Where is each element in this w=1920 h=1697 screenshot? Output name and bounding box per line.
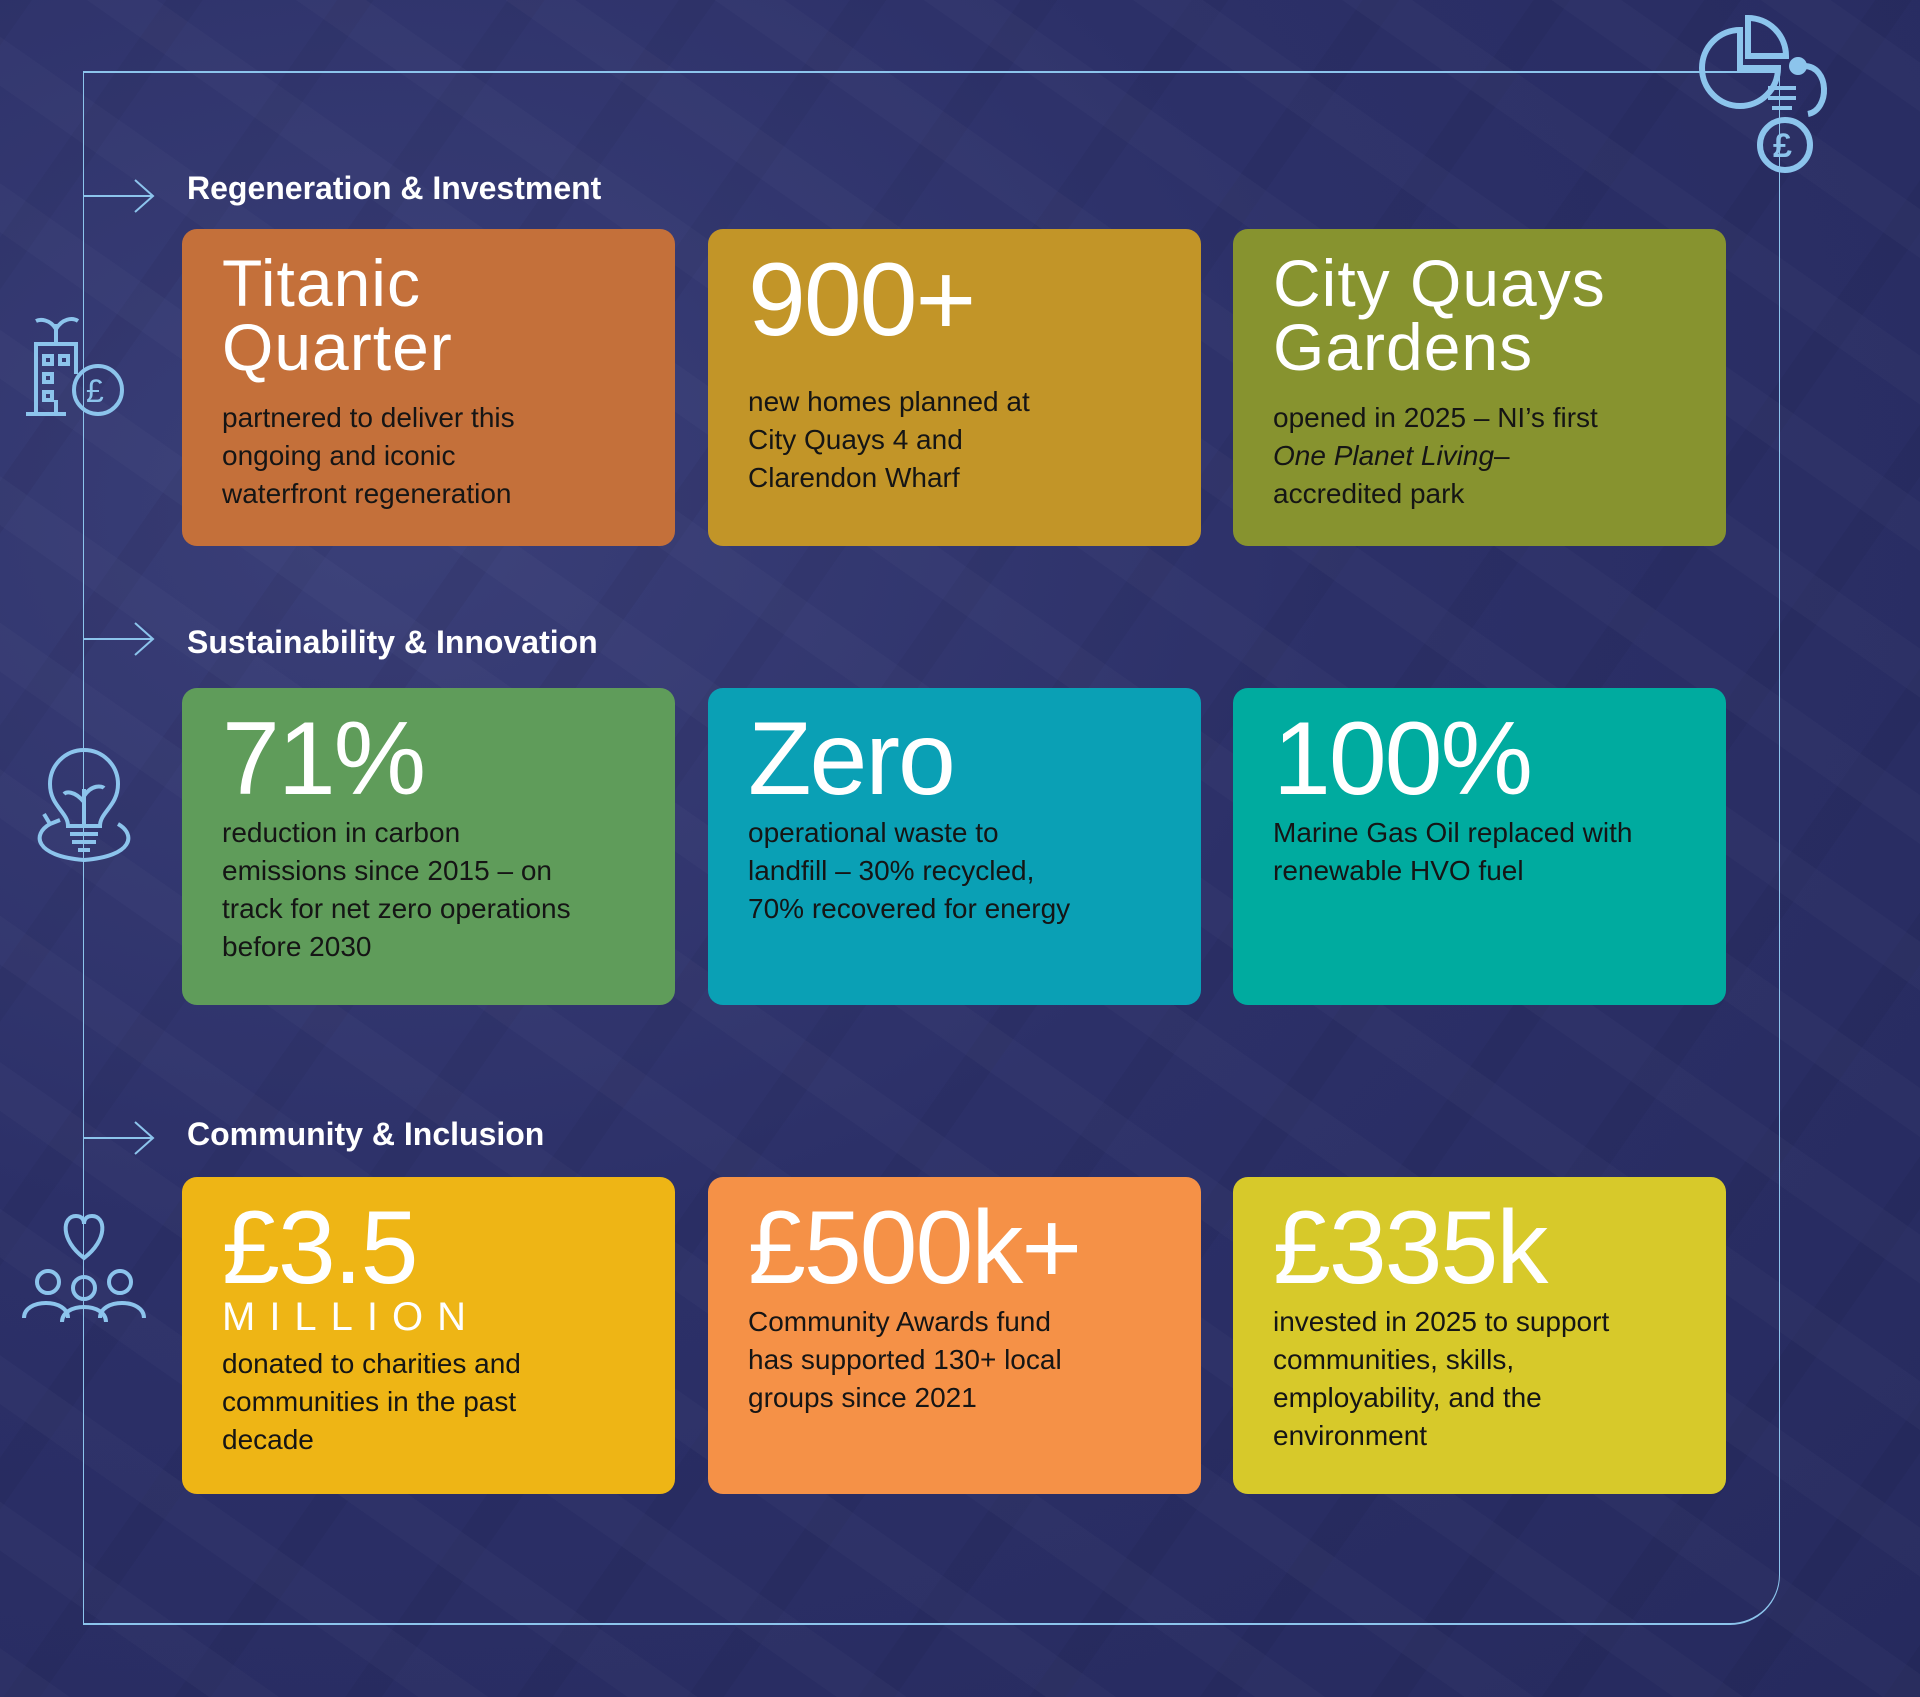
community-heart-icon: [22, 1213, 146, 1323]
stat-card-3-5-million: £3.5 MILLION donated to charities and co…: [182, 1177, 675, 1494]
svg-text:£: £: [1773, 127, 1792, 165]
card-headline: 100%: [1273, 701, 1533, 817]
text-part: opened in 2025 – NI’s first: [1273, 402, 1598, 433]
card-headline: 71%: [222, 701, 426, 817]
section-title-regeneration: Regeneration & Investment: [187, 170, 602, 206]
stat-card-zero-waste: Zero operational waste to landfill – 30%…: [708, 688, 1201, 1005]
card-headline: 900+: [748, 242, 976, 358]
svg-text:£: £: [86, 373, 104, 409]
lightbulb-plant-icon: [37, 748, 131, 863]
arrow-icon: [83, 179, 155, 213]
arrow-icon: [83, 1121, 155, 1155]
stat-card-900-homes: 900+ new homes planned at City Quays 4 a…: [708, 229, 1201, 546]
card-text: invested in 2025 to support communities,…: [1273, 1306, 1610, 1451]
card-text: Community Awards fund has supported 130+…: [748, 1306, 1062, 1413]
stat-card-335k: £335k invested in 2025 to support commun…: [1233, 1177, 1726, 1494]
stat-card-titanic-quarter: Titanic Quarter partnered to deliver thi…: [182, 229, 675, 546]
card-headline: Zero: [748, 701, 956, 817]
text-italic: One Planet Living: [1273, 440, 1495, 471]
card-text: operational waste to landfill – 30% recy…: [748, 817, 1071, 924]
pie-chart-pound-icon: £: [1699, 14, 1827, 173]
card-text: opened in 2025 – NI’s first One Planet L…: [1273, 399, 1633, 513]
section-title-sustainability: Sustainability & Innovation: [187, 624, 598, 660]
card-text: Marine Gas Oil replaced with renewable H…: [1273, 817, 1633, 886]
card-text: partnered to deliver this ongoing and ic…: [222, 402, 515, 509]
card-text: donated to charities and communities in …: [222, 1348, 521, 1455]
text-part: –accredited park: [1273, 440, 1510, 509]
card-text: reduction in carbon emissions since 2015…: [222, 817, 571, 962]
card-headline: £500k+: [748, 1190, 1082, 1306]
stat-card-city-quays-gardens: City Quays Gardens opened in 2025 – NI’s…: [1233, 229, 1726, 546]
arrow-icon: [83, 622, 155, 656]
card-text: new homes planned at City Quays 4 and Cl…: [748, 386, 1030, 493]
stat-card-500k: £500k+ Community Awards fund has support…: [708, 1177, 1201, 1494]
stat-card-71-percent: 71% reduction in carbon emissions since …: [182, 688, 675, 1005]
card-headline: Titanic Quarter: [222, 246, 453, 384]
section-title-community: Community & Inclusion: [187, 1116, 545, 1152]
building-pound-icon: £: [26, 317, 124, 416]
card-headline: £3.5: [222, 1190, 418, 1306]
card-headline: City Quays Gardens: [1273, 246, 1606, 384]
stat-card-100-percent: 100% Marine Gas Oil replaced with renewa…: [1233, 688, 1726, 1005]
card-subheadline: MILLION: [222, 1295, 481, 1339]
card-headline: £335k: [1273, 1190, 1548, 1306]
